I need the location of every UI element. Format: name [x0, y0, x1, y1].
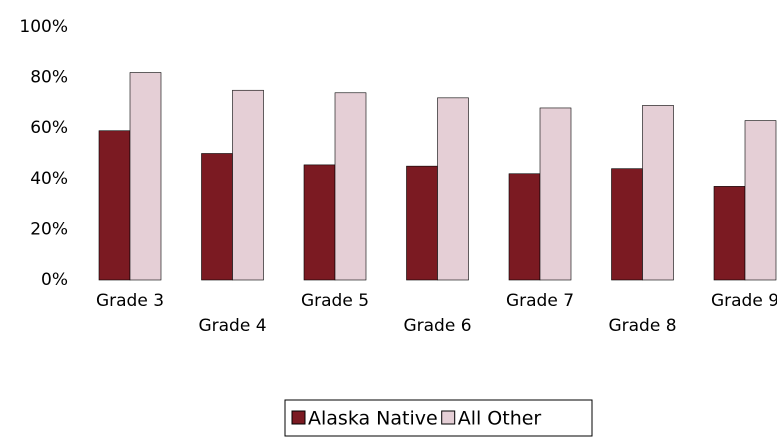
bar [406, 165, 438, 281]
bar [437, 97, 469, 281]
bar [201, 153, 233, 281]
bar [642, 105, 674, 281]
y-tick-label: 100% [19, 17, 68, 37]
bar [334, 92, 367, 281]
legend-box [284, 399, 593, 437]
bar [539, 107, 572, 281]
x-tick-label: Grade 8 [608, 316, 676, 336]
y-tick-label: 80% [30, 68, 68, 88]
bar [303, 164, 336, 281]
y-tick-label: 0% [41, 270, 68, 290]
bar [508, 173, 541, 281]
x-tick-label: Grade 7 [506, 291, 574, 311]
x-tick-label: Grade 3 [96, 291, 164, 311]
y-tick-label: 20% [30, 219, 68, 239]
y-tick-label: 40% [30, 169, 68, 189]
bar [611, 168, 643, 281]
y-tick-label: 60% [30, 118, 68, 138]
bar [232, 89, 264, 281]
bar [744, 120, 777, 281]
legend-label: All Other [458, 408, 542, 430]
bar [98, 130, 131, 281]
legend-swatch [441, 410, 456, 425]
x-tick-label: Grade 4 [198, 316, 266, 336]
x-tick-label: Grade 9 [711, 291, 777, 311]
x-tick-label: Grade 5 [301, 291, 369, 311]
legend-swatch [291, 410, 306, 425]
bar [129, 72, 162, 281]
bar [713, 186, 746, 281]
x-tick-label: Grade 6 [403, 316, 471, 336]
legend-label: Alaska Native [308, 408, 438, 430]
